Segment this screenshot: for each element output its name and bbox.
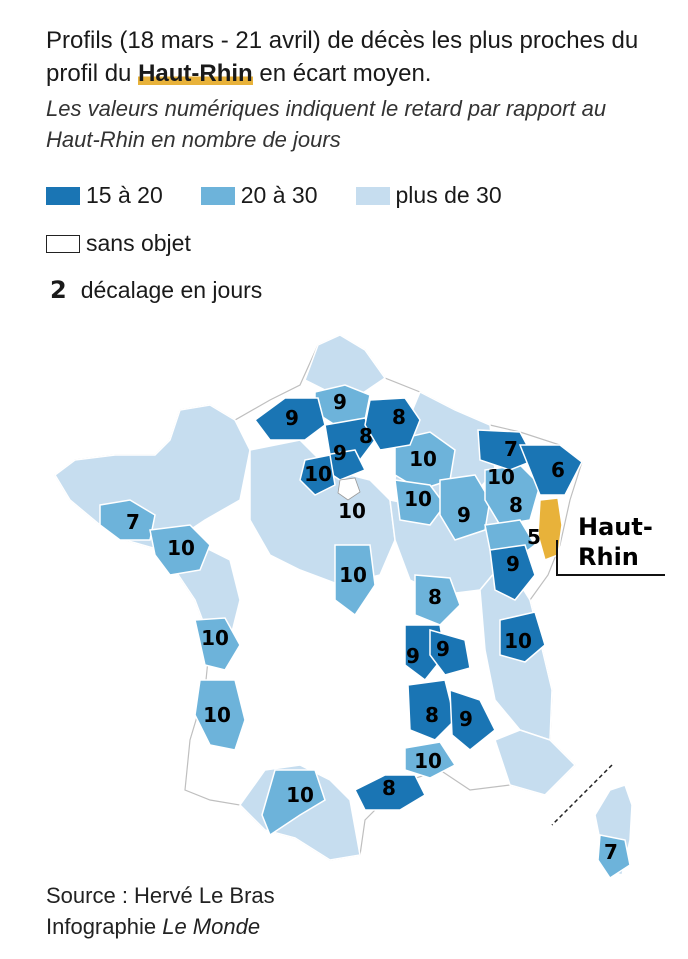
legend-colors: 15 à 20 20 à 30 plus de 30 [46, 182, 540, 209]
map-label: 10 [304, 462, 332, 486]
map-label: 8 [359, 424, 373, 448]
haut-rhin-callout-line [556, 540, 665, 576]
region-ardeche-dark [407, 679, 456, 741]
legend-swatch-plus-30 [355, 186, 390, 205]
legend-label-plus-30: plus de 30 [395, 182, 502, 208]
credit-prefix: Infographie [46, 914, 163, 939]
region-nord-light [304, 334, 387, 396]
region-bas-rhin-dark [518, 444, 583, 496]
legend-swatch-none [46, 234, 80, 253]
region-haute-marne-mid [439, 474, 491, 541]
map-label: 10 [404, 487, 432, 511]
legend-shift: 2 décalage en jours [46, 276, 262, 304]
region-saone-mid [414, 574, 461, 626]
map-label: 7 [604, 840, 618, 864]
legend-shift-label: décalage en jours [80, 276, 263, 303]
map-label: 9 [406, 644, 420, 668]
legend-item-20-30: 20 à 30 [200, 182, 318, 209]
legend-item-plus-30: plus de 30 [355, 182, 502, 209]
footer: Source : Hervé Le Bras Infographie Le Mo… [46, 880, 275, 942]
title-part2: en écart moyen. [252, 60, 432, 87]
region-loire-atlantique-mid [99, 499, 156, 541]
map-label: 10 [409, 447, 437, 471]
title-highlight-haut-rhin: Haut-Rhin [138, 60, 253, 87]
map-label: 9 [333, 441, 347, 465]
map-label: 10 [487, 465, 515, 489]
map-label: 8 [392, 405, 406, 429]
legend-item-15-20: 15 à 20 [46, 182, 163, 209]
legend-none: sans objet [46, 230, 191, 257]
map-subtitle: Les valeurs numériques indiquent le reta… [46, 96, 607, 152]
haut-rhin-callout-label-2: Rhin [578, 543, 639, 571]
region-garonne-mid [261, 769, 326, 837]
department-labels: 9 9 8 8 9 10 10 10 10 9 7 10 6 8 5 9 7 1… [126, 390, 618, 864]
map-label: 7 [504, 437, 518, 461]
credit-name: Le Monde [162, 914, 261, 939]
region-provence-light [494, 729, 577, 796]
map-label: 8 [382, 776, 396, 800]
region-paris [337, 477, 361, 501]
title-part1: Profils (18 mars - 21 avril) de décès le… [46, 27, 639, 87]
legend-label-none: sans objet [86, 230, 191, 256]
map-label: 6 [551, 458, 565, 482]
region-cher-mid [334, 544, 376, 617]
corse-separator [551, 764, 613, 826]
map-label: 9 [285, 406, 299, 430]
map-label: 10 [338, 499, 366, 523]
region-yvelines-dark [299, 454, 336, 496]
region-maine-mid [149, 524, 211, 576]
map-label: 10 [203, 703, 231, 727]
legend-swatch-20-30 [200, 186, 235, 205]
legend-label-15-20: 15 à 20 [86, 182, 163, 208]
region-corse-sud-mid [597, 834, 631, 880]
map-label: 10 [167, 536, 195, 560]
map-label: 9 [506, 552, 520, 576]
map-label: 8 [509, 493, 523, 517]
region-moselle-dark [477, 429, 537, 471]
map-label: 9 [436, 637, 450, 661]
map-label: 10 [339, 563, 367, 587]
map-title: Profils (18 mars - 21 avril) de décès le… [46, 24, 666, 90]
region-gironde-mid [194, 679, 246, 751]
haut-rhin-callout-label-1: Haut- [578, 513, 653, 541]
region-oise-dark [324, 417, 376, 461]
region-haute-savoie-dark [499, 611, 546, 663]
region-isere-dark [429, 629, 471, 676]
map-label: 10 [414, 749, 442, 773]
source-line: Source : Hervé Le Bras [46, 883, 275, 908]
map-label: 8 [428, 585, 442, 609]
map-label: 9 [333, 390, 347, 414]
region-aube-mid [394, 479, 446, 526]
credit-line: Infographie Le Monde [46, 911, 275, 942]
map-label: 10 [201, 626, 229, 650]
legend-swatch-15-20 [46, 186, 80, 205]
map-label: 9 [459, 707, 473, 731]
region-drome-dark [449, 688, 496, 751]
region-charente-mid [194, 617, 241, 671]
map-label: 8 [425, 703, 439, 727]
region-territoire-dark [489, 544, 536, 601]
legend-shift-number: 2 [50, 276, 67, 304]
region-ardennes-dark [364, 397, 421, 451]
legend-label-20-30: 20 à 30 [240, 182, 318, 208]
map-label: 5 [527, 525, 541, 549]
region-gard-mid [404, 741, 457, 779]
regions-15-20 [253, 397, 583, 811]
map-label: 9 [457, 503, 471, 527]
map-label: 7 [126, 510, 140, 534]
region-herault-dark [353, 774, 426, 811]
map-label: 10 [504, 629, 532, 653]
map-label: 10 [286, 783, 314, 807]
